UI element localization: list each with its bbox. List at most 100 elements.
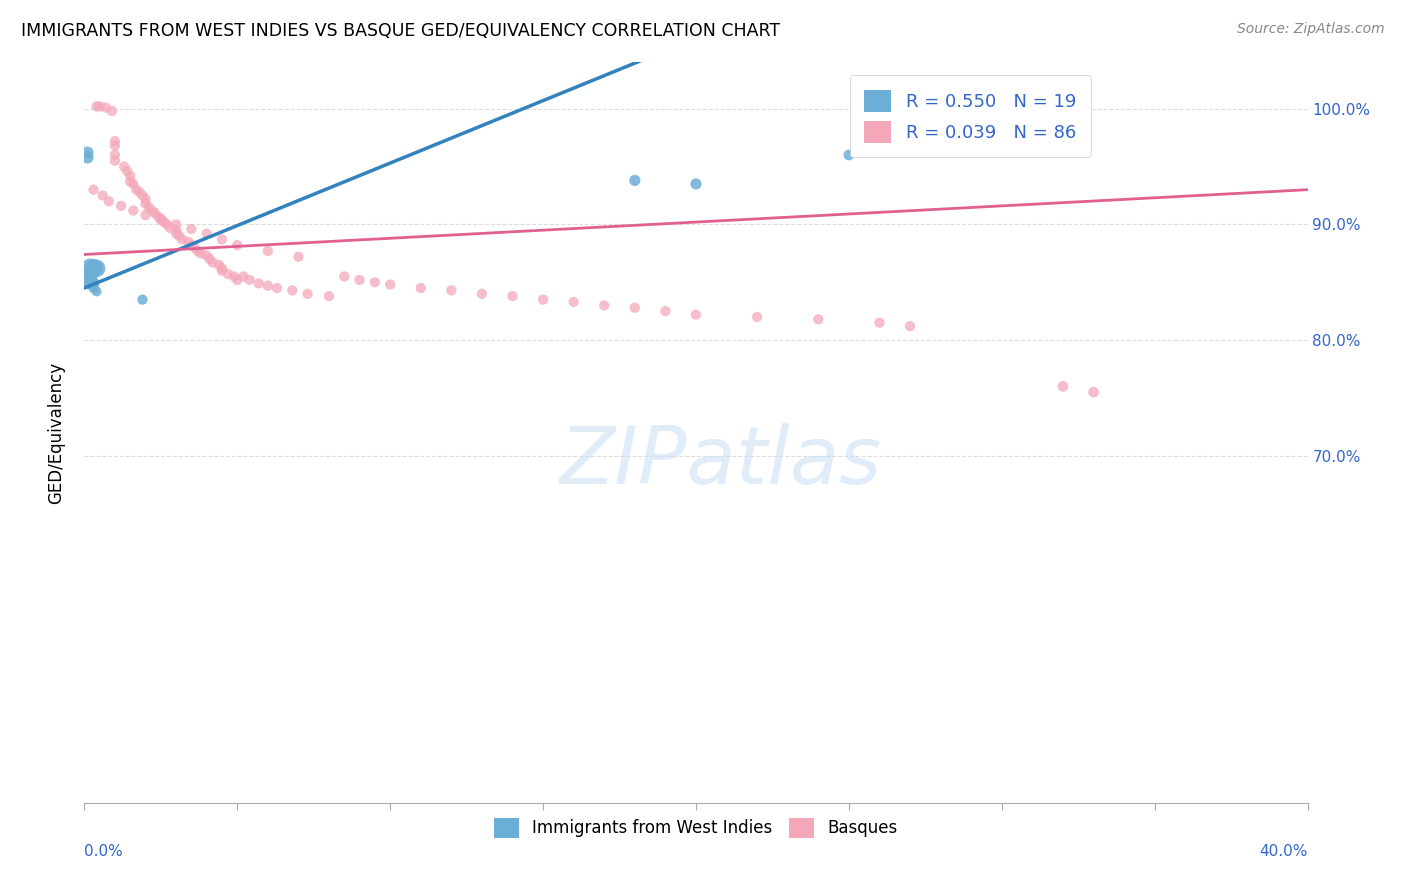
Point [120, 169, 142, 183]
Point [159, 220, 181, 235]
Point [593, 298, 616, 312]
Point [122, 177, 145, 191]
Point [226, 273, 249, 287]
Point [177, 235, 200, 249]
Point [76, 269, 98, 284]
Point [208, 258, 231, 272]
Point [685, 177, 707, 191]
Point [165, 223, 187, 237]
Point [89, 99, 111, 113]
Point [135, 192, 157, 206]
Point [257, 278, 280, 293]
Point [898, 319, 921, 334]
Point [104, 148, 127, 162]
Point [143, 206, 166, 220]
Point [125, 183, 148, 197]
Point [86, 285, 108, 299]
Point [83, 277, 105, 292]
Point [83, 261, 105, 276]
Point [226, 238, 249, 252]
Point [115, 164, 138, 178]
Point [471, 286, 494, 301]
Point [131, 293, 153, 307]
Point [149, 212, 172, 227]
Point [138, 200, 160, 214]
Point [266, 281, 288, 295]
Point [281, 283, 304, 297]
Point [110, 199, 132, 213]
Point [502, 289, 524, 303]
Point [83, 275, 105, 289]
Y-axis label: GED/Equivalency: GED/Equivalency [48, 361, 66, 504]
Point [211, 261, 233, 276]
Point [83, 281, 105, 295]
Point [104, 153, 127, 168]
Point [146, 209, 169, 223]
Point [838, 148, 860, 162]
Point [79, 269, 101, 284]
Point [76, 275, 98, 289]
Point [183, 240, 205, 254]
Point [747, 310, 769, 324]
Point [76, 150, 98, 164]
Point [190, 246, 212, 260]
Point [86, 261, 108, 276]
Point [531, 293, 554, 307]
Point [101, 103, 124, 118]
Point [135, 208, 157, 222]
Point [86, 99, 108, 113]
Point [287, 250, 309, 264]
Point [122, 203, 145, 218]
Point [135, 196, 157, 211]
Text: IMMIGRANTS FROM WEST INDIES VS BASQUE GED/EQUIVALENCY CORRELATION CHART: IMMIGRANTS FROM WEST INDIES VS BASQUE GE… [21, 22, 780, 40]
Point [83, 183, 105, 197]
Point [180, 222, 202, 236]
Point [409, 281, 432, 295]
Point [349, 273, 371, 287]
Point [232, 269, 254, 284]
Point [624, 301, 647, 315]
Text: Source: ZipAtlas.com: Source: ZipAtlas.com [1237, 22, 1385, 37]
Point [149, 211, 172, 226]
Point [79, 261, 101, 276]
Point [440, 283, 463, 297]
Point [257, 244, 280, 258]
Point [211, 263, 233, 277]
Point [869, 316, 891, 330]
Point [562, 294, 585, 309]
Point [201, 255, 224, 269]
Point [156, 218, 179, 232]
Point [333, 269, 356, 284]
Point [104, 138, 127, 153]
Point [167, 229, 190, 244]
Point [165, 227, 187, 241]
Text: 0.0%: 0.0% [84, 845, 124, 860]
Point [79, 275, 101, 289]
Point [180, 238, 202, 252]
Point [97, 194, 120, 209]
Point [247, 277, 270, 291]
Text: ZIPatlas: ZIPatlas [560, 423, 882, 501]
Point [654, 304, 676, 318]
Point [141, 203, 163, 218]
Point [224, 269, 246, 284]
Point [195, 227, 218, 241]
Point [364, 275, 387, 289]
Point [76, 145, 98, 160]
Point [112, 160, 135, 174]
Legend: Immigrants from West Indies, Basques: Immigrants from West Indies, Basques [485, 809, 907, 847]
Text: 40.0%: 40.0% [1260, 845, 1308, 860]
Point [91, 188, 114, 202]
Point [318, 289, 340, 303]
Point [128, 185, 150, 199]
Point [131, 188, 153, 202]
Point [380, 277, 402, 292]
Point [1083, 385, 1105, 400]
Point [76, 272, 98, 286]
Point [94, 101, 117, 115]
Point [685, 308, 707, 322]
Point [198, 252, 221, 266]
Point [807, 312, 830, 326]
Point [195, 249, 218, 263]
Point [120, 175, 142, 189]
